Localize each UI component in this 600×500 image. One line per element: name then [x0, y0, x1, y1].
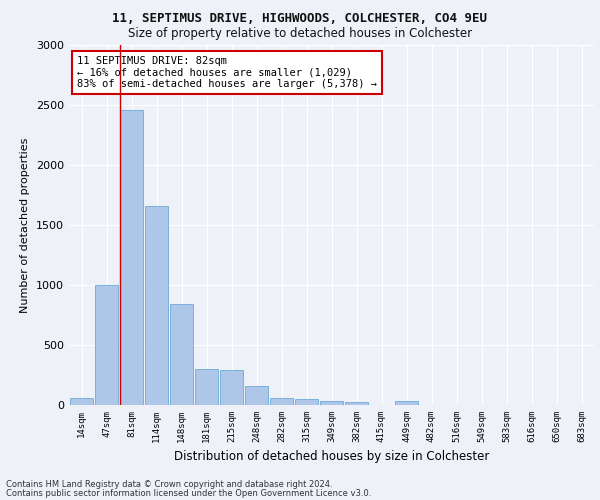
Bar [295, 399, 318, 405]
Bar [320, 401, 343, 405]
Text: 11, SEPTIMUS DRIVE, HIGHWOODS, COLCHESTER, CO4 9EU: 11, SEPTIMUS DRIVE, HIGHWOODS, COLCHESTE… [113, 12, 487, 26]
Bar [220, 370, 243, 405]
Bar [270, 398, 293, 405]
Bar [345, 402, 368, 405]
Text: Size of property relative to detached houses in Colchester: Size of property relative to detached ho… [128, 28, 472, 40]
X-axis label: Distribution of detached houses by size in Colchester: Distribution of detached houses by size … [174, 450, 489, 464]
Text: 11 SEPTIMUS DRIVE: 82sqm
← 16% of detached houses are smaller (1,029)
83% of sem: 11 SEPTIMUS DRIVE: 82sqm ← 16% of detach… [77, 56, 377, 89]
Bar [120, 110, 143, 405]
Bar [95, 285, 118, 405]
Bar [245, 386, 268, 405]
Bar [145, 206, 168, 405]
Bar [70, 398, 93, 405]
Text: Contains HM Land Registry data © Crown copyright and database right 2024.: Contains HM Land Registry data © Crown c… [6, 480, 332, 489]
Text: Contains public sector information licensed under the Open Government Licence v3: Contains public sector information licen… [6, 488, 371, 498]
Bar [395, 401, 418, 405]
Bar [170, 304, 193, 405]
Y-axis label: Number of detached properties: Number of detached properties [20, 138, 31, 312]
Bar [195, 369, 218, 405]
